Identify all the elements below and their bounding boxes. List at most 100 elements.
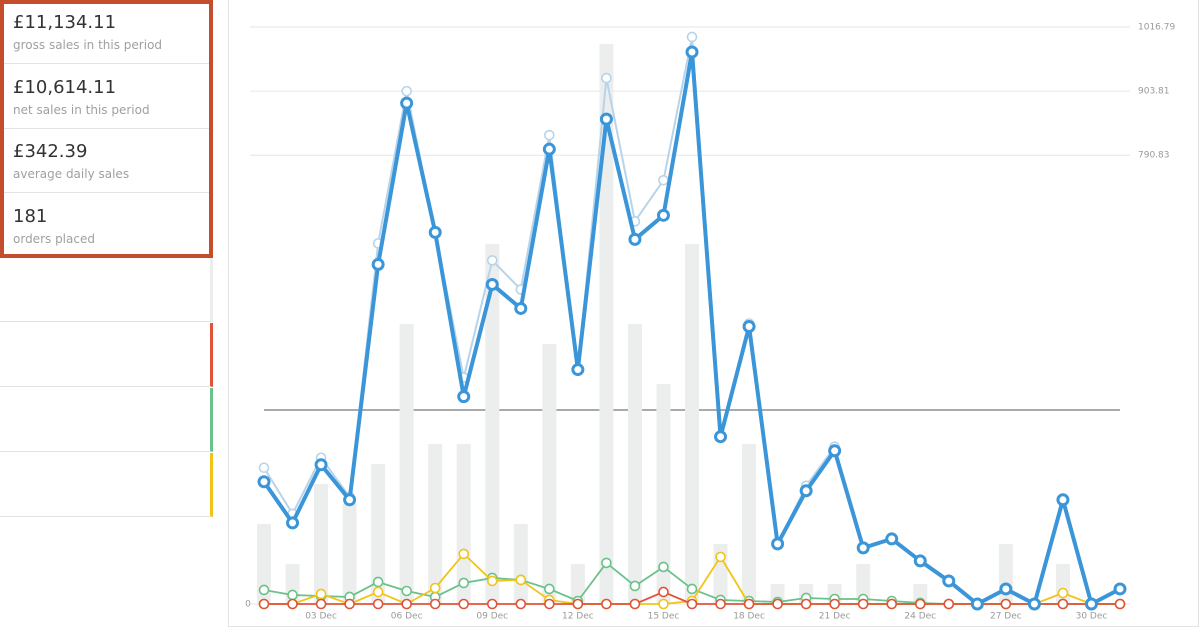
data-point bbox=[486, 255, 498, 266]
bar bbox=[656, 384, 671, 604]
bar bbox=[485, 244, 500, 604]
stat-row: £342.39 average daily sales bbox=[0, 129, 213, 193]
data-point bbox=[1000, 598, 1012, 610]
data-point bbox=[429, 598, 441, 610]
data-point bbox=[828, 444, 842, 458]
data-point bbox=[601, 72, 612, 84]
stat-row bbox=[0, 453, 213, 517]
data-point bbox=[401, 598, 412, 610]
bar bbox=[371, 464, 386, 604]
bar bbox=[399, 324, 414, 604]
bar bbox=[685, 244, 699, 604]
data-point bbox=[572, 598, 584, 610]
data-point bbox=[1114, 598, 1126, 610]
data-point bbox=[315, 598, 327, 610]
stat-value: £11,134.11 bbox=[13, 12, 117, 33]
data-point bbox=[686, 31, 698, 43]
data-point bbox=[1056, 493, 1070, 507]
data-point bbox=[344, 598, 355, 610]
highlight-box bbox=[0, 0, 213, 258]
data-point bbox=[544, 598, 555, 610]
bar bbox=[570, 564, 585, 604]
data-point bbox=[258, 598, 270, 610]
data-point bbox=[658, 561, 669, 573]
data-point bbox=[372, 586, 384, 598]
data-point bbox=[515, 598, 527, 610]
data-point bbox=[629, 598, 641, 610]
data-point bbox=[458, 577, 470, 589]
summary-panel: £11,134.11 gross sales in this period £10… bbox=[0, 0, 216, 518]
x-tick-label: 06 Dec bbox=[391, 612, 423, 622]
data-point bbox=[914, 598, 926, 610]
bar bbox=[314, 484, 329, 604]
data-point bbox=[257, 475, 271, 489]
data-point bbox=[1113, 582, 1127, 596]
x-tick-label: 30 Dec bbox=[1076, 612, 1108, 622]
data-point bbox=[401, 585, 412, 597]
data-point bbox=[1027, 597, 1041, 611]
y-tick-label: 0 bbox=[245, 600, 251, 610]
data-point bbox=[486, 575, 498, 587]
data-point bbox=[429, 582, 441, 594]
data-point bbox=[856, 541, 870, 555]
x-tick-label: 12 Dec bbox=[562, 612, 594, 622]
data-point bbox=[458, 598, 470, 610]
data-point bbox=[800, 598, 812, 610]
data-point bbox=[458, 548, 470, 560]
data-point bbox=[1057, 587, 1069, 599]
data-point bbox=[970, 597, 984, 611]
data-point bbox=[401, 85, 412, 97]
data-point bbox=[287, 598, 298, 610]
data-point bbox=[258, 462, 270, 474]
data-point bbox=[999, 582, 1013, 596]
x-tick-label: 24 Dec bbox=[904, 612, 936, 622]
data-point bbox=[544, 583, 555, 595]
data-point bbox=[428, 225, 442, 239]
data-point bbox=[1084, 597, 1098, 611]
stat-label: average daily sales bbox=[13, 167, 130, 181]
data-point bbox=[542, 142, 556, 156]
stat-label: net sales in this period bbox=[13, 102, 150, 117]
stat-label: orders placed bbox=[13, 231, 95, 246]
data-point bbox=[686, 598, 698, 610]
data-point bbox=[715, 551, 726, 563]
stat-row bbox=[0, 258, 213, 322]
data-point bbox=[686, 583, 698, 595]
chart-panel bbox=[228, 0, 1199, 627]
data-point bbox=[515, 574, 527, 586]
data-point bbox=[942, 574, 956, 588]
bar bbox=[599, 44, 614, 604]
data-point bbox=[544, 129, 555, 141]
data-point bbox=[886, 598, 898, 610]
data-point bbox=[771, 537, 785, 551]
data-point bbox=[372, 598, 384, 610]
data-point bbox=[514, 301, 528, 315]
data-point bbox=[485, 277, 499, 291]
data-point bbox=[715, 598, 726, 610]
data-point bbox=[943, 598, 955, 610]
data-point bbox=[629, 580, 641, 592]
stat-value: 181 bbox=[13, 205, 48, 227]
data-point bbox=[742, 320, 756, 334]
x-tick-label: 18 Dec bbox=[733, 612, 765, 622]
bar bbox=[542, 344, 557, 604]
data-point bbox=[372, 576, 384, 588]
x-tick-label: 09 Dec bbox=[476, 612, 508, 622]
x-tick-label: 27 Dec bbox=[990, 612, 1022, 622]
data-point bbox=[314, 458, 328, 472]
y-tick-label: 790.83 bbox=[1138, 151, 1170, 161]
data-point bbox=[656, 208, 670, 222]
data-point bbox=[400, 96, 414, 110]
bar bbox=[257, 524, 271, 604]
data-point bbox=[658, 598, 669, 610]
data-point bbox=[599, 112, 613, 126]
data-point bbox=[857, 598, 869, 610]
x-tick-label: 15 Dec bbox=[648, 612, 680, 622]
stat-label: gross sales in this period bbox=[13, 38, 163, 52]
data-point bbox=[258, 584, 270, 596]
y-tick-label: 1016.79 bbox=[1138, 23, 1175, 33]
data-point bbox=[628, 232, 642, 246]
stat-value: £342.39 bbox=[13, 141, 88, 162]
